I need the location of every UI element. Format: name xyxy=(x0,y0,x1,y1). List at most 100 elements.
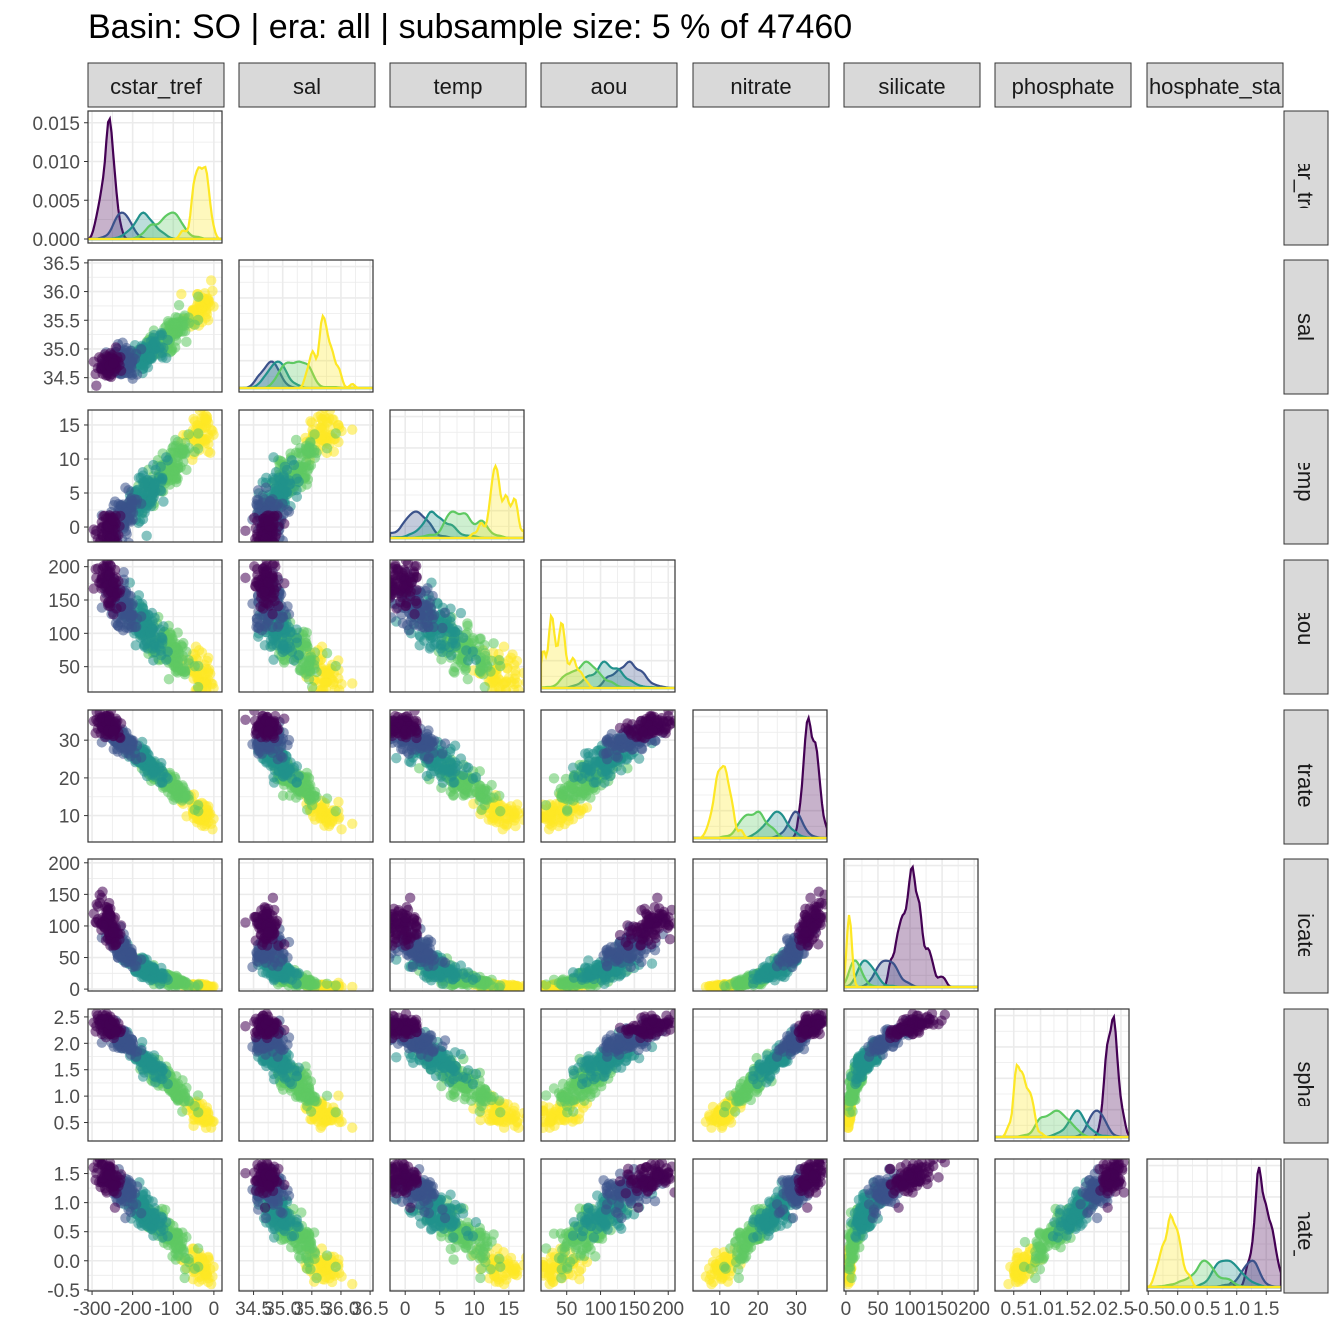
scatter-point xyxy=(0,0,5,5)
scatter-point xyxy=(336,678,347,690)
scatter-point xyxy=(647,725,658,737)
column-strip-label: aou xyxy=(591,74,628,99)
scatter-point xyxy=(249,561,260,572)
scatter-point xyxy=(390,714,391,718)
scatter-point xyxy=(0,0,5,5)
scatter-point xyxy=(240,714,251,725)
scatter-point xyxy=(207,285,218,297)
scatter-point xyxy=(0,707,5,717)
scatter-point xyxy=(427,590,438,602)
scatter-point xyxy=(208,301,219,312)
scatter-point xyxy=(0,0,5,5)
scatter-point xyxy=(192,681,204,692)
y-tick-label: 0 xyxy=(69,518,80,539)
scatter-point xyxy=(108,357,119,369)
scatter-point xyxy=(377,562,387,572)
scatter-point xyxy=(291,491,303,502)
column-strip-label: temp xyxy=(434,74,483,99)
scatter-point xyxy=(623,725,634,736)
scatter-point xyxy=(189,416,201,427)
scatter-panel xyxy=(87,709,223,843)
scatter-point xyxy=(103,542,113,552)
scatter-panel xyxy=(87,858,223,992)
scatter-point xyxy=(176,288,187,300)
row-strip-label: silicate xyxy=(1293,892,1318,959)
scatter-point xyxy=(148,655,159,666)
scatter-point xyxy=(301,446,313,458)
scatter-point xyxy=(149,626,160,638)
scatter-point xyxy=(104,533,115,542)
scatter-point xyxy=(269,588,280,599)
scatter-point xyxy=(390,612,397,623)
scatter-point xyxy=(578,783,589,794)
scatter-point xyxy=(543,824,555,835)
scatter-point xyxy=(0,707,5,717)
scatter-point xyxy=(282,505,293,516)
scatter-point xyxy=(189,661,200,672)
scatter-point xyxy=(104,0,114,5)
scatter-point xyxy=(193,428,204,439)
scatter-point xyxy=(268,452,279,463)
scatter-point xyxy=(259,545,269,555)
scatter-point xyxy=(98,541,104,542)
scatter-point xyxy=(256,544,266,554)
scatter-point xyxy=(439,738,451,749)
y-tick-label: 50 xyxy=(59,658,80,679)
scatter-point xyxy=(301,804,313,816)
scatter-point xyxy=(0,713,5,723)
scatter-point xyxy=(0,713,5,723)
scatter-point xyxy=(285,478,296,490)
scatter-point xyxy=(263,725,274,737)
scatter-point xyxy=(97,0,107,5)
column-strip xyxy=(1146,62,1284,108)
density-panel xyxy=(238,259,374,393)
scatter-point xyxy=(203,652,214,664)
scatter-point xyxy=(391,752,402,764)
scatter-point xyxy=(98,560,109,572)
scatter-point xyxy=(347,424,358,435)
scatter-point xyxy=(635,715,647,727)
scatter-point xyxy=(663,710,674,716)
column-strip-label: nitrate xyxy=(730,74,791,99)
scatter-point xyxy=(437,622,448,634)
scatter-point xyxy=(405,757,417,768)
scatter-point xyxy=(0,0,5,5)
scatter-point xyxy=(104,0,114,5)
scatter-point xyxy=(108,725,119,737)
scatter-point xyxy=(588,777,600,788)
scatter-point xyxy=(108,743,119,755)
scatter-point xyxy=(258,586,270,597)
scatter-point xyxy=(146,353,157,364)
scatter-point xyxy=(0,0,5,5)
scatter-point xyxy=(277,790,289,801)
scatter-point xyxy=(201,678,213,690)
scatter-point xyxy=(403,748,415,759)
row-strip-label: sal xyxy=(1293,313,1318,341)
y-tick-label: 10 xyxy=(59,450,80,471)
scatter-point xyxy=(100,0,110,5)
scatter-point xyxy=(115,617,126,628)
scatter-point xyxy=(158,621,169,632)
scatter-point xyxy=(590,756,601,768)
scatter-point xyxy=(183,429,194,440)
scatter-point xyxy=(489,676,500,688)
column-strip xyxy=(238,62,376,108)
scatter-panel xyxy=(0,707,374,843)
density-curve xyxy=(390,463,524,540)
scatter-point xyxy=(555,814,566,825)
scatter-point xyxy=(333,436,344,448)
scatter-point xyxy=(126,735,137,746)
scatter-point xyxy=(377,580,387,590)
scatter-point xyxy=(207,824,218,835)
scatter-point xyxy=(163,673,175,685)
y-tick-label: 5 xyxy=(69,484,80,505)
scatter-point xyxy=(439,640,451,651)
scatter-point xyxy=(328,414,339,425)
scatter-point xyxy=(450,640,462,652)
scatter-point xyxy=(118,567,129,578)
scatter-point xyxy=(286,646,298,657)
scatter-point xyxy=(510,820,521,832)
scatter-point xyxy=(291,632,302,644)
scatter-point xyxy=(652,718,663,729)
scatter-point xyxy=(0,0,5,5)
